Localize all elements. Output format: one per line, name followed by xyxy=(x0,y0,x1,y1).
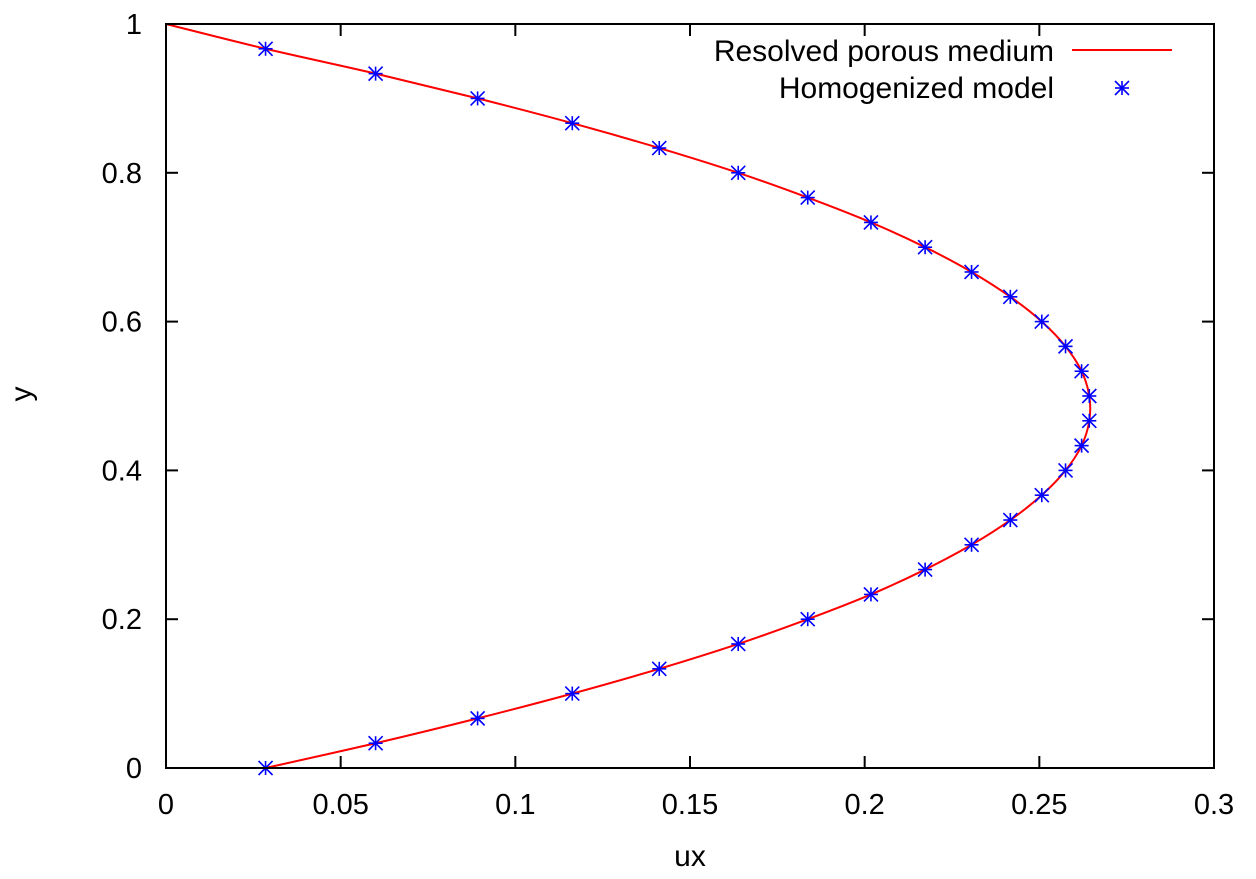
tick-labels: 0 0.05 0.1 0.15 0.2 0.25 0.3 0 0.2 0.4 0.6 0.8 1 xyxy=(102,9,1234,821)
legend-entry-resolved: Resolved porous medium xyxy=(714,35,1172,68)
plot-frame xyxy=(165,23,1215,769)
data-point-homogenized-model xyxy=(1002,512,1018,528)
data-point-homogenized-model xyxy=(564,686,580,702)
y-tick-label: 0 xyxy=(126,753,142,785)
data-point-homogenized-model xyxy=(963,537,980,553)
legend-label-homogenized: Homogenized model xyxy=(779,72,1054,105)
data-point-homogenized-model xyxy=(1002,289,1018,305)
data-point-homogenized-model xyxy=(1081,388,1097,404)
data-point-homogenized-model xyxy=(1057,462,1074,478)
data-point-homogenized-model xyxy=(863,586,879,602)
legend-asterisk xyxy=(1114,80,1130,96)
data-point-homogenized-model xyxy=(917,562,933,578)
data-point-homogenized-model xyxy=(1034,314,1050,330)
data-point-homogenized-model xyxy=(917,239,933,255)
data-point-homogenized-model xyxy=(863,214,879,230)
x-tick-label: 0.05 xyxy=(312,789,368,821)
data-point-homogenized-model xyxy=(1034,487,1050,503)
x-tick-label: 0.15 xyxy=(662,789,718,821)
y-tick-label: 0.2 xyxy=(102,604,142,636)
data-point-homogenized-model xyxy=(564,115,580,131)
data-point-homogenized-model xyxy=(368,735,384,751)
x-tick-label: 0 xyxy=(158,789,174,821)
data-point-homogenized-model xyxy=(651,140,667,156)
data-point-homogenized-model xyxy=(730,636,746,652)
data-point-homogenized-model xyxy=(730,165,746,181)
x-tick-label: 0.3 xyxy=(1194,789,1234,821)
legend-label-resolved: Resolved porous medium xyxy=(714,35,1054,68)
y-tick-label: 0.8 xyxy=(102,158,142,190)
data-point-homogenized-model xyxy=(257,41,274,57)
data-point-homogenized-model xyxy=(368,66,384,82)
legend: Resolved porous medium Homogenized model xyxy=(714,35,1172,105)
data-point-homogenized-model xyxy=(963,264,980,280)
legend-entry-homogenized: Homogenized model xyxy=(779,72,1130,105)
y-tick-label: 0.4 xyxy=(102,455,142,487)
data-point-homogenized-model xyxy=(800,611,816,627)
x-tick-label: 0.2 xyxy=(845,789,885,821)
y-tick-label: 0.6 xyxy=(102,307,142,339)
y-tick-label: 1 xyxy=(126,9,142,41)
y-axis-title: y xyxy=(5,387,38,402)
data-point-homogenized-model xyxy=(470,90,486,106)
plot-area xyxy=(165,23,1097,776)
data-point-homogenized-model xyxy=(800,190,816,206)
x-axis-title: ux xyxy=(674,840,706,873)
data-point-homogenized-model xyxy=(1081,413,1097,429)
data-point-homogenized-model xyxy=(1074,438,1090,454)
x-tick-label: 0.1 xyxy=(495,789,535,821)
data-point-homogenized-model xyxy=(1057,338,1074,354)
x-tick-label: 0.25 xyxy=(1011,789,1067,821)
data-point-homogenized-model xyxy=(470,710,486,726)
data-point-homogenized-model xyxy=(1074,363,1090,379)
legend-asterisk-marker xyxy=(1114,80,1130,96)
data-point-homogenized-model xyxy=(651,661,667,677)
